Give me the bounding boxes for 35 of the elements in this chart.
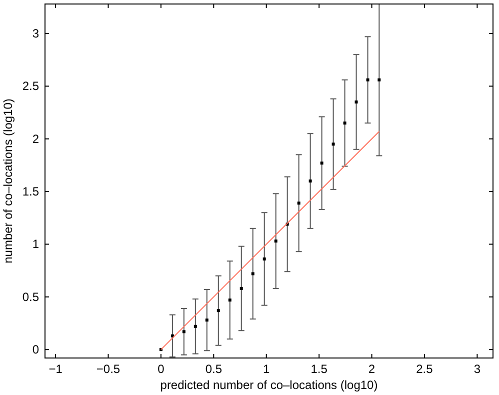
point [216, 309, 220, 312]
x-tick-label: 3 [474, 362, 481, 376]
point [332, 142, 335, 146]
point [378, 78, 381, 82]
x-tick-label: 0.5 [205, 362, 222, 376]
x-tick-label: −1 [48, 362, 63, 376]
y-tick-label: 0.5 [22, 290, 40, 304]
point [205, 318, 208, 322]
point [297, 202, 300, 205]
point [274, 240, 278, 243]
x-tick-label: 2 [368, 362, 376, 376]
y-axis-title: number of co–locations (log10) [1, 98, 15, 264]
point [343, 122, 346, 125]
y-tick-label: 2 [32, 132, 40, 146]
y-tick-label: 3 [32, 26, 40, 40]
point [262, 257, 266, 260]
point [228, 298, 232, 302]
point [320, 162, 324, 165]
point [240, 286, 243, 290]
x-tick-label: −0.5 [96, 362, 120, 376]
point [354, 100, 358, 104]
point [182, 330, 186, 334]
point [308, 180, 312, 182]
x-tick-label: 2.5 [416, 362, 434, 376]
y-tick-label: 1.5 [22, 184, 40, 199]
x-tick-label: 0 [158, 362, 165, 376]
point [194, 324, 197, 328]
x-axis-title: predicted number of co–locations (log10) [160, 378, 378, 392]
y-tick-label: 2.5 [22, 79, 40, 94]
x-tick-label: 1 [263, 362, 270, 376]
point [366, 78, 370, 82]
point [251, 272, 254, 276]
y-tick-label: 1 [32, 237, 40, 252]
y-tick-label: 0 [32, 342, 40, 357]
x-tick-label: 1.5 [310, 362, 328, 376]
